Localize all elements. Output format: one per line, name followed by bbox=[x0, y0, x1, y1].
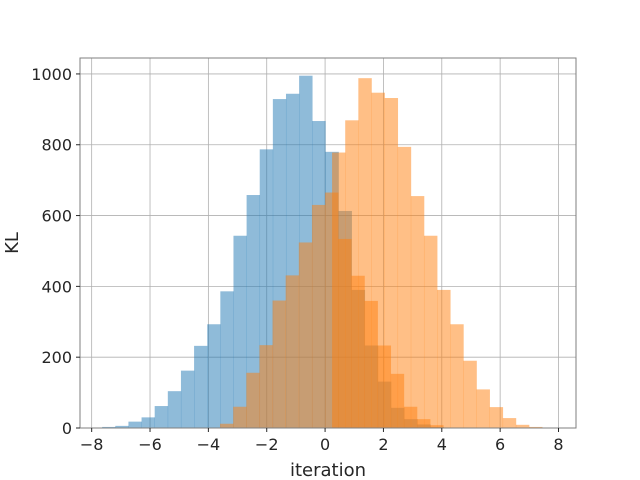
x-tick-label: 0 bbox=[320, 435, 330, 454]
histogram-bar-series-1 bbox=[180, 370, 195, 428]
histogram-bar-series-1 bbox=[207, 324, 221, 428]
histogram-bar-series-1 bbox=[220, 291, 234, 428]
histogram-bar-series-1 bbox=[167, 391, 182, 428]
histogram-bar-series-1 bbox=[154, 406, 169, 428]
x-tick-label: 8 bbox=[553, 435, 563, 454]
histogram-bar-series-3 bbox=[423, 235, 438, 428]
x-axis-ticks: −8 −6 −4 −2 0 2 4 6 8 bbox=[80, 428, 564, 454]
histogram-bar-series-3 bbox=[332, 152, 346, 428]
histogram-bar-series-3 bbox=[502, 418, 517, 428]
y-tick-label: 800 bbox=[41, 136, 72, 155]
y-axis-label: KL bbox=[2, 232, 23, 254]
histogram-bar-series-3 bbox=[384, 98, 399, 428]
x-tick-label: −4 bbox=[197, 435, 221, 454]
histogram-bar-series-3 bbox=[371, 92, 385, 429]
y-tick-label: 600 bbox=[41, 207, 72, 226]
histogram-bar-series-1 bbox=[115, 425, 129, 428]
x-tick-label: −6 bbox=[138, 435, 162, 454]
x-tick-label: −8 bbox=[80, 435, 104, 454]
histogram-bar-series-1 bbox=[233, 235, 247, 428]
histogram-bar-series-1 bbox=[194, 345, 208, 428]
histogram-bar-series-1 bbox=[102, 426, 116, 428]
histogram-bar-series-3 bbox=[515, 424, 530, 428]
y-tick-label: 200 bbox=[41, 348, 72, 367]
histogram-bar-series-3 bbox=[345, 120, 359, 428]
histogram-bar-series-3 bbox=[450, 324, 464, 428]
histogram-bar-series-2 bbox=[298, 242, 313, 428]
histogram-bars bbox=[102, 75, 543, 429]
histogram-bar-series-2 bbox=[246, 372, 260, 428]
y-tick-label: 0 bbox=[62, 419, 72, 438]
x-axis-label: iteration bbox=[290, 460, 366, 480]
histogram-bar-series-3 bbox=[410, 196, 425, 428]
histogram-bar-series-3 bbox=[476, 389, 490, 428]
histogram-bar-series-2 bbox=[285, 275, 300, 428]
histogram-bar-series-1 bbox=[141, 417, 155, 428]
histogram-bar-series-2 bbox=[233, 406, 247, 428]
x-tick-label: 2 bbox=[378, 435, 388, 454]
histogram-bar-series-3 bbox=[463, 360, 477, 428]
y-axis-ticks: 0 200 400 600 800 1000 bbox=[31, 65, 80, 438]
y-tick-label: 400 bbox=[41, 277, 72, 296]
histogram-bar-series-1 bbox=[128, 421, 142, 428]
histogram-bar-series-2 bbox=[272, 300, 286, 428]
plot-frame bbox=[79, 57, 577, 429]
histogram-bar-series-3 bbox=[437, 289, 451, 428]
histogram-bar-series-2 bbox=[311, 204, 326, 428]
y-tick-label: 1000 bbox=[31, 65, 72, 84]
histogram-bar-series-2 bbox=[220, 423, 234, 428]
histogram-bar-series-3 bbox=[529, 426, 543, 428]
x-tick-label: 4 bbox=[437, 435, 447, 454]
histogram-bar-series-3 bbox=[489, 407, 504, 428]
x-tick-label: −2 bbox=[255, 435, 279, 454]
histogram-bar-series-3 bbox=[358, 78, 372, 428]
histogram-bar-series-3 bbox=[397, 146, 412, 428]
histogram-bar-series-1 bbox=[246, 195, 261, 428]
x-tick-label: 6 bbox=[495, 435, 505, 454]
histogram-bar-series-2 bbox=[259, 345, 273, 428]
